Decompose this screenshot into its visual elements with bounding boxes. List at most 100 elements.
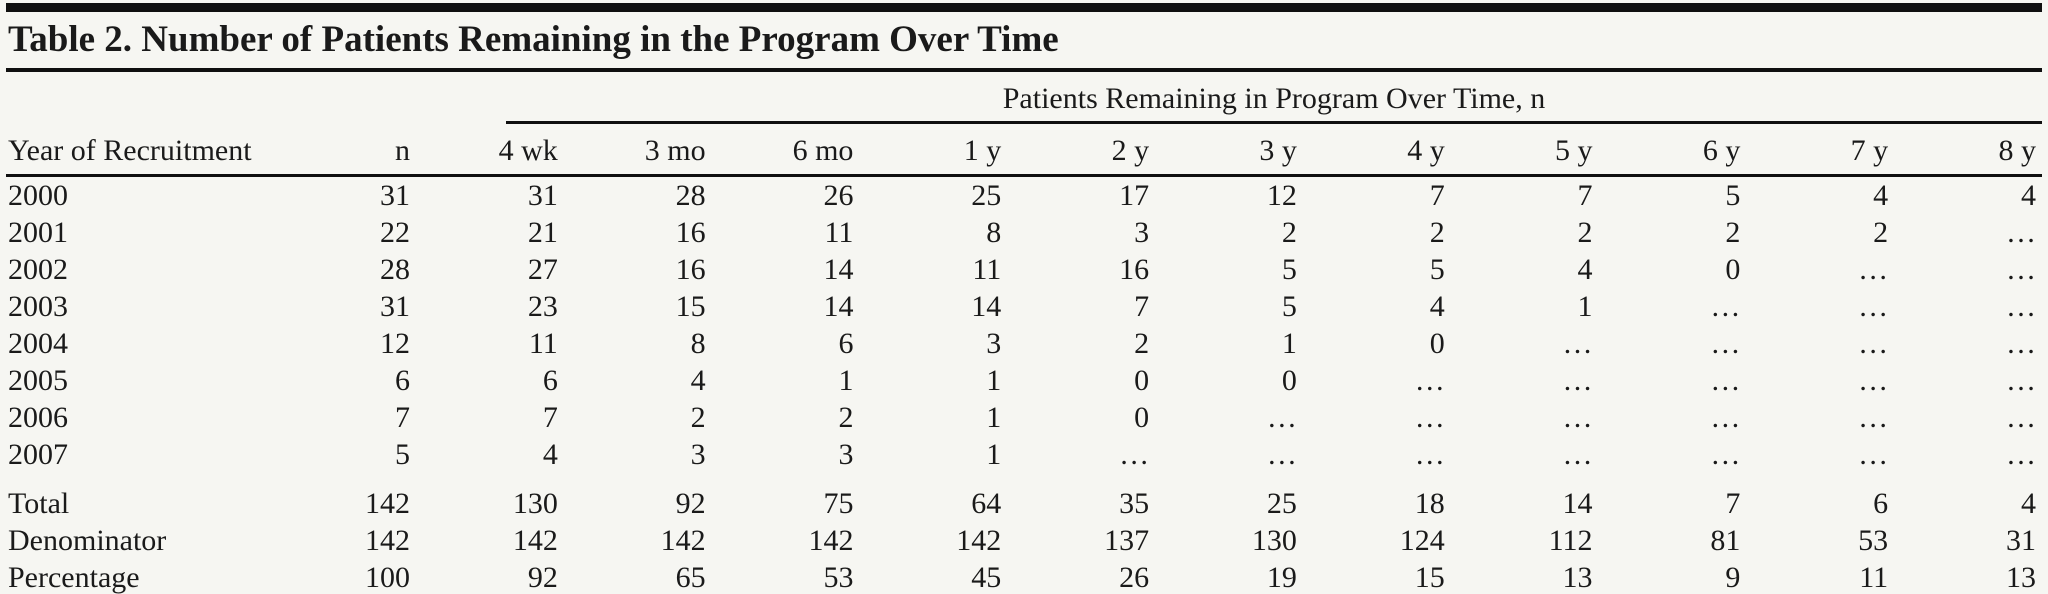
value-cell: … bbox=[1266, 401, 1297, 434]
value-cell: 75 bbox=[823, 487, 854, 520]
value-cell: 5 bbox=[1281, 253, 1297, 286]
value-cell: 8 bbox=[690, 327, 706, 360]
summary-rows: Total 142 130 92 75 64 35 25 18 14 7 6 4 Denominator 1… bbox=[6, 473, 2042, 594]
value-cell: 142 bbox=[808, 524, 854, 557]
spanner-row: Patients Remaining in Program Over Time,… bbox=[6, 72, 2042, 124]
value-cell: 25 bbox=[1266, 487, 1297, 520]
value-cell: … bbox=[1562, 438, 1593, 471]
row-label-cell: 2003 bbox=[8, 290, 68, 323]
year-row: 2007 5 4 3 3 1………………… bbox=[6, 436, 2042, 473]
top-rule bbox=[6, 3, 2042, 12]
value-cell: 5 bbox=[1725, 179, 1741, 212]
value-cell: 9 bbox=[1598, 559, 1747, 594]
value-cell: 14 bbox=[823, 290, 854, 323]
value-cell: 12 bbox=[380, 327, 410, 360]
value-cell: 4 bbox=[1577, 253, 1593, 286]
row-label-cell: 2001 bbox=[8, 216, 68, 249]
value-cell: 4 bbox=[1429, 290, 1445, 323]
value-cell: 1 bbox=[838, 364, 854, 397]
value-cell: … bbox=[2006, 438, 2036, 471]
row-label-cell: Total bbox=[8, 487, 70, 520]
year-row: 2003 31 23 15 14 14 7 5 4 1……… bbox=[6, 288, 2042, 325]
value-cell: 0 bbox=[1134, 401, 1150, 434]
value-cell: 31 bbox=[380, 290, 410, 323]
value-cell: … bbox=[1710, 364, 1741, 397]
value-cell: 142 bbox=[512, 524, 558, 557]
value-cell: … bbox=[2006, 216, 2036, 249]
value-cell: … bbox=[1414, 401, 1445, 434]
column-header: n bbox=[304, 124, 416, 177]
value-cell: 14 bbox=[971, 290, 1002, 323]
value-cell: 53 bbox=[1858, 524, 1889, 557]
value-cell: 16 bbox=[675, 253, 706, 286]
column-header: 4 wk bbox=[416, 124, 564, 177]
value-cell: 22 bbox=[380, 216, 410, 249]
value-cell: 6 bbox=[395, 364, 410, 397]
value-cell: 25 bbox=[971, 179, 1002, 212]
value-cell: 2 bbox=[1873, 216, 1889, 249]
value-cell: 28 bbox=[380, 253, 410, 286]
value-cell: … bbox=[1562, 364, 1593, 397]
value-cell: 6 bbox=[542, 364, 558, 397]
column-header: 3 y bbox=[1155, 124, 1303, 177]
title-rule bbox=[6, 68, 2042, 72]
row-label-cell: 2007 bbox=[8, 438, 68, 471]
column-header: 8 y bbox=[1894, 124, 2042, 177]
value-cell: 0 bbox=[1134, 364, 1150, 397]
column-header: 7 y bbox=[1746, 124, 1895, 177]
value-cell: … bbox=[1858, 364, 1889, 397]
value-cell: … bbox=[1710, 290, 1741, 323]
value-cell: 31 bbox=[2006, 524, 2036, 557]
row-label-cell: Denominator bbox=[8, 524, 167, 557]
value-cell: 5 bbox=[1429, 253, 1445, 286]
value-cell: 7 bbox=[395, 401, 410, 434]
value-cell: … bbox=[2006, 401, 2036, 434]
value-cell: 23 bbox=[527, 290, 558, 323]
year-row: 2001 22 21 16 11 8 3 2 2 2 2 2… bbox=[6, 214, 2042, 251]
row-label-cell: 2002 bbox=[8, 253, 68, 286]
year-row: 2004 12 11 8 6 3 2 1 0………… bbox=[6, 325, 2042, 362]
row-label-cell: 2006 bbox=[8, 401, 68, 434]
value-cell: 81 bbox=[1710, 524, 1741, 557]
column-header: 6 y bbox=[1598, 124, 1747, 177]
value-cell: 1 bbox=[986, 438, 1002, 471]
value-cell: … bbox=[2006, 364, 2036, 397]
value-cell: … bbox=[1858, 327, 1889, 360]
column-header: 2 y bbox=[1007, 124, 1156, 177]
value-cell: 92 bbox=[416, 559, 564, 594]
value-cell: 21 bbox=[527, 216, 558, 249]
patients-table: Patients Remaining in Program Over Time,… bbox=[6, 72, 2042, 594]
row-label-cell: 2005 bbox=[8, 364, 68, 397]
value-cell: 3 bbox=[986, 327, 1002, 360]
value-cell: … bbox=[1562, 327, 1593, 360]
column-header: 6 mo bbox=[711, 124, 860, 177]
row-label-cell: 2004 bbox=[8, 327, 68, 360]
value-cell: 6 bbox=[1873, 487, 1889, 520]
table-head: Patients Remaining in Program Over Time,… bbox=[6, 72, 2042, 177]
value-cell: 142 bbox=[365, 487, 410, 520]
value-cell: 1 bbox=[986, 401, 1002, 434]
value-cell: 14 bbox=[823, 253, 854, 286]
column-header: 4 y bbox=[1302, 124, 1451, 177]
value-cell: 16 bbox=[675, 216, 706, 249]
value-cell: 142 bbox=[660, 524, 706, 557]
value-cell: 124 bbox=[1399, 524, 1445, 557]
value-cell: 18 bbox=[1414, 487, 1445, 520]
table-title: Table 2. Number of Patients Remaining in… bbox=[8, 19, 1059, 60]
spanner-spacer bbox=[6, 72, 416, 124]
value-cell: 28 bbox=[675, 179, 706, 212]
value-cell: 4 bbox=[690, 364, 706, 397]
value-cell: 5 bbox=[1281, 290, 1297, 323]
value-cell: 7 bbox=[1577, 179, 1593, 212]
value-cell: 5 bbox=[395, 438, 410, 471]
spanner-label: Patients Remaining in Program Over Time,… bbox=[506, 82, 2042, 124]
value-cell: 0 bbox=[1281, 364, 1297, 397]
year-row: 2000 31 31 28 26 25 17 12 7 7 5 4 4 bbox=[6, 176, 2042, 215]
value-cell: 3 bbox=[1134, 216, 1150, 249]
value-cell: … bbox=[1119, 438, 1150, 471]
value-cell: 15 bbox=[675, 290, 706, 323]
row-label-cell: 2000 bbox=[8, 179, 68, 212]
value-cell: 4 bbox=[2021, 487, 2036, 520]
